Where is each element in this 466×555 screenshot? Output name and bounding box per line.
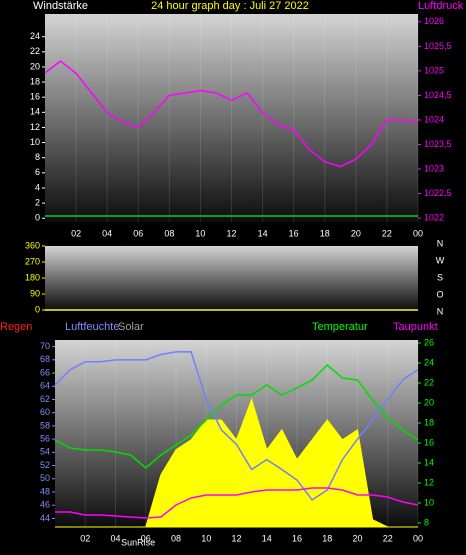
y-tick-label: 44	[40, 513, 50, 523]
y-tick-label: 64	[40, 381, 50, 391]
x-tick-label: 00	[413, 533, 423, 543]
x-tick-label: 20	[352, 533, 362, 543]
x-tick-label: 16	[292, 533, 302, 543]
y-tick-label: 60	[40, 407, 50, 417]
x-tick-label: 08	[164, 228, 174, 238]
y-tick-label: 48	[40, 486, 50, 496]
annotation: SunRise	[121, 537, 155, 547]
y-tick-label: 4	[35, 182, 40, 192]
y-tick-label: 270	[25, 256, 40, 266]
x-tick-label: 08	[171, 533, 181, 543]
y2-tick-label: 1024	[424, 114, 444, 124]
series-line	[55, 487, 419, 519]
y-tick-label: 360	[25, 240, 40, 250]
x-tick-label: 12	[231, 533, 241, 543]
legend-label: Temperatur	[312, 321, 368, 333]
y-tick-label: 0	[35, 304, 40, 314]
y2-tick-label: 1022,5	[424, 188, 452, 198]
x-tick-label: 20	[351, 228, 361, 238]
y-tick-label: 50	[40, 473, 50, 483]
y2-tick-label: 1023,5	[424, 139, 452, 149]
y-tick-label: 10	[30, 137, 40, 147]
plot-area	[45, 246, 418, 310]
series-area	[55, 397, 418, 528]
x-tick-label: 12	[226, 228, 236, 238]
x-tick-label: 06	[133, 228, 143, 238]
y-tick-label: 14	[30, 107, 40, 117]
y2-tick-label: 16	[424, 437, 434, 447]
direction-label: O	[436, 289, 443, 299]
direction-label: N	[437, 238, 444, 248]
y2-tick-label: 18	[424, 417, 434, 427]
y-tick-label: 68	[40, 354, 50, 364]
x-tick-label: 04	[110, 533, 120, 543]
x-tick-label: 04	[102, 228, 112, 238]
y2-tick-label: 22	[424, 377, 434, 387]
x-tick-label: 10	[195, 228, 205, 238]
y-tick-label: 46	[40, 500, 50, 510]
x-tick-label: 14	[258, 228, 268, 238]
legend-label: Luftfeuchte	[65, 321, 119, 333]
y2-tick-label: 1025	[424, 65, 444, 75]
y-tick-label: 52	[40, 460, 50, 470]
y-tick-label: 180	[25, 272, 40, 282]
y2-tick-label: 1022	[424, 212, 444, 222]
y2-tick-label: 20	[424, 397, 434, 407]
x-tick-label: 02	[80, 533, 90, 543]
y-tick-label: 20	[30, 61, 40, 71]
y-tick-label: 58	[40, 420, 50, 430]
y2-tick-label: 10	[424, 497, 434, 507]
direction-label: S	[437, 272, 443, 282]
x-tick-label: 22	[382, 228, 392, 238]
x-tick-label: 22	[383, 533, 393, 543]
y2-tick-label: 14	[424, 457, 434, 467]
x-tick-label: 18	[320, 228, 330, 238]
x-tick-label: 10	[201, 533, 211, 543]
chart-title: 24 hour graph day : Juli 27 2022	[151, 0, 309, 12]
series-line	[54, 351, 419, 501]
y-axis-label: Windstärke	[33, 0, 88, 12]
x-tick-label: 02	[71, 228, 81, 238]
y-tick-label: 24	[30, 31, 40, 41]
y2-tick-label: 12	[424, 477, 434, 487]
rain-label: Regen	[0, 321, 32, 333]
x-tick-label: 14	[262, 533, 272, 543]
y-tick-label: 22	[30, 46, 40, 56]
y-tick-label: 70	[40, 341, 50, 351]
y-tick-label: 18	[30, 76, 40, 86]
y2-tick-label: 1024,5	[424, 90, 452, 100]
y-tick-label: 66	[40, 367, 50, 377]
y-tick-label: 56	[40, 433, 50, 443]
y-tick-label: 62	[40, 394, 50, 404]
y2-tick-label: 24	[424, 357, 434, 367]
direction-label: W	[436, 255, 445, 265]
y2-tick-label: 1023	[424, 163, 444, 173]
y-tick-label: 0	[35, 213, 40, 223]
plot-area	[45, 14, 418, 222]
direction-label: N	[437, 306, 444, 316]
y-tick-label: 16	[30, 92, 40, 102]
y-tick-label: 8	[35, 152, 40, 162]
y-tick-label: 12	[30, 122, 40, 132]
y2-tick-label: 1025,5	[424, 41, 452, 51]
x-tick-label: 18	[322, 533, 332, 543]
x-tick-label: 00	[413, 228, 423, 238]
y2-tick-label: 26	[424, 337, 434, 347]
y-tick-label: 2	[35, 197, 40, 207]
legend-label: Solar	[118, 321, 144, 333]
x-tick-label: 16	[289, 228, 299, 238]
x-tick-label: 06	[141, 533, 151, 543]
series-line	[44, 60, 419, 168]
legend-label: Taupunkt	[393, 321, 438, 333]
y-tick-label: 90	[30, 288, 40, 298]
y-tick-label: 6	[35, 167, 40, 177]
y2-axis-label: Luftdruck	[418, 0, 464, 12]
series-line	[54, 363, 419, 469]
y-tick-label: 54	[40, 447, 50, 457]
y2-tick-label: 1026	[424, 16, 444, 26]
y2-tick-label: 8	[424, 517, 429, 527]
